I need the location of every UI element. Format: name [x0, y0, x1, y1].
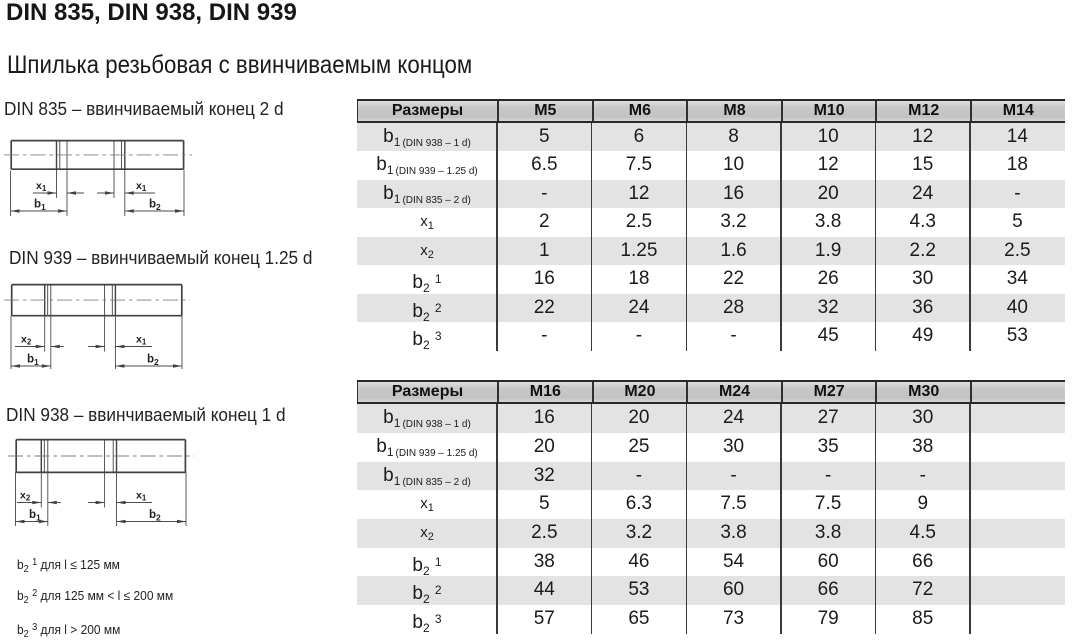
svg-text:b2: b2 [149, 509, 161, 523]
svg-text:x1: x1 [136, 490, 147, 503]
svg-text:b1: b1 [29, 509, 41, 523]
svg-text:b2: b2 [147, 354, 159, 368]
svg-text:b1: b1 [34, 199, 46, 213]
svg-text:x1: x1 [136, 180, 147, 193]
svg-text:x1: x1 [136, 334, 147, 347]
svg-text:x1: x1 [36, 180, 47, 193]
svg-text:x2: x2 [21, 334, 32, 347]
svg-text:x2: x2 [20, 490, 31, 503]
svg-text:b2: b2 [149, 199, 161, 213]
svg-text:b1: b1 [27, 354, 39, 368]
